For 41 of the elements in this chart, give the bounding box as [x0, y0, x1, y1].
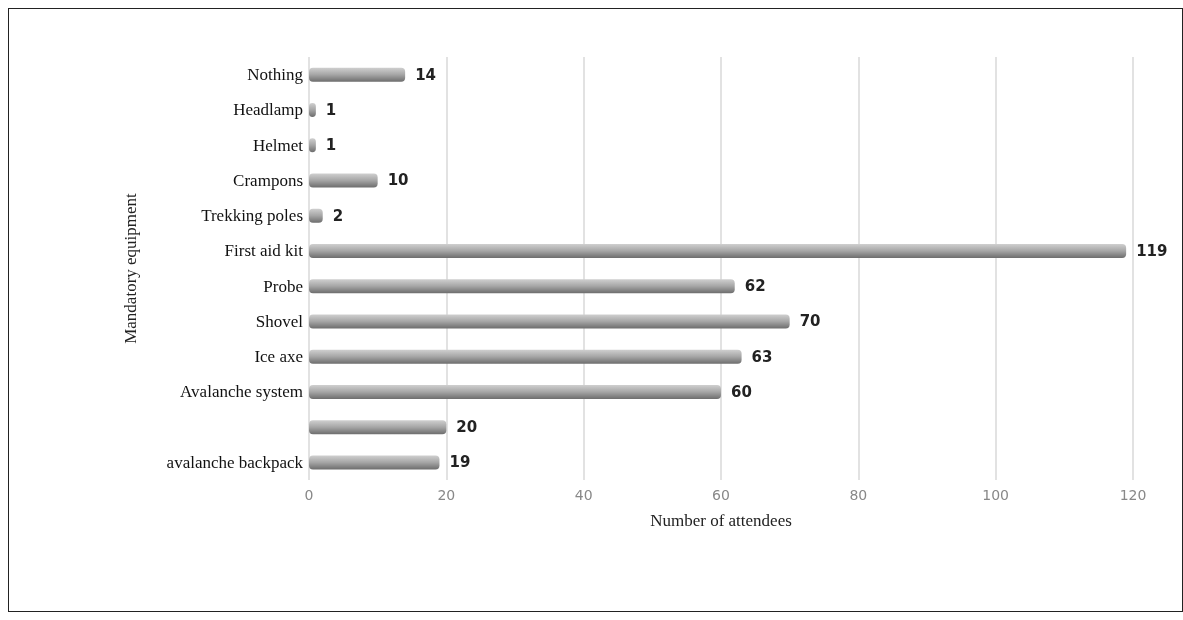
y-tick-label: Nothing: [247, 65, 304, 85]
data-label: 62: [744, 277, 766, 296]
x-tick-label: 80: [849, 487, 868, 503]
data-label: 119: [1136, 241, 1168, 260]
data-label: 1: [325, 100, 337, 119]
y-axis-title: Mandatory equipment: [121, 192, 140, 344]
data-label: 63: [751, 347, 773, 366]
bar: [309, 173, 378, 188]
bar: [309, 314, 790, 329]
data-label: 60: [731, 382, 752, 401]
x-axis-title: Number of attendees: [650, 511, 792, 530]
x-tick-label: 120: [1119, 487, 1147, 503]
y-tick-label: Probe: [263, 276, 303, 296]
y-tick-label: Ice axe: [254, 347, 303, 367]
y-tick-label: Headlamp: [233, 100, 303, 120]
bar: [309, 420, 447, 435]
y-tick-label: Avalanche system: [180, 382, 303, 402]
y-tick-label: Crampons: [233, 170, 303, 190]
data-label: 10: [387, 171, 409, 190]
bar: [309, 279, 735, 294]
y-tick-label: First aid kit: [224, 241, 304, 261]
x-tick-label: 60: [712, 487, 730, 503]
data-label: 20: [456, 418, 478, 437]
data-label: 1: [325, 136, 337, 155]
x-tick-label: 40: [574, 487, 593, 503]
bar: [309, 67, 406, 82]
data-label: 2: [332, 206, 344, 225]
data-label: 70: [799, 312, 821, 331]
bar: [309, 243, 1127, 258]
y-tick-label: Helmet: [252, 135, 304, 155]
x-tick-label: 100: [982, 487, 1010, 503]
data-label: 19: [449, 453, 471, 472]
bar: [309, 349, 742, 364]
y-tick-label: Shovel: [255, 311, 304, 331]
y-tick-label: Trekking poles: [201, 206, 303, 226]
x-tick-label: 0: [304, 487, 314, 503]
bar: [309, 384, 721, 399]
bar: [309, 455, 440, 470]
y-tick-label: avalanche backpack: [166, 452, 304, 472]
data-label: 14: [415, 65, 437, 84]
x-tick-label: 20: [437, 487, 456, 503]
